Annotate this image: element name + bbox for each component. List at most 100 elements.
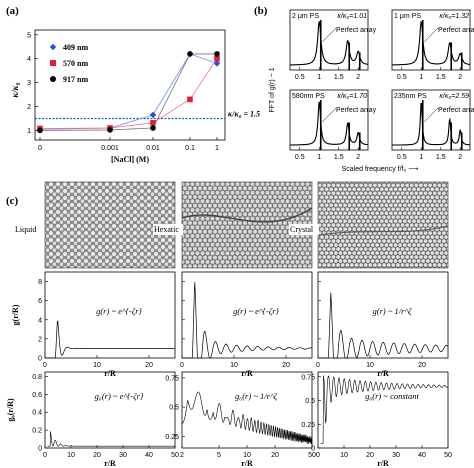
phase-label: Liquid [15,225,36,234]
phase-label: Crystal [290,225,314,234]
phase-label-bg [153,224,183,235]
fft-curve [290,101,368,146]
x-tick-label: 20 [418,362,426,369]
x-tick-label: 50 [444,452,452,459]
y-tick-label: 2 [27,104,31,111]
g-formula: g(r) ~ e^{-ζr} [233,306,279,316]
x-tick-label: 40 [418,452,426,459]
x-tick-label: 20 [93,452,101,459]
y-axis-label: FFT of g(r) − 1 [269,67,276,112]
x-tick-label: 40 [145,452,153,459]
g-curve [184,282,313,359]
x-tick-label: 10 [67,452,75,459]
subplot-title: 2 μm PS [292,13,319,20]
micrograph-image [317,181,449,269]
y-tick-label: 0.75 [165,375,179,382]
data-point [150,119,156,126]
panel-a: 0 0.001 0.01 0.1 1 1 2 3 4 5 [NaCl] (M) κ/κ₀ κ/κ₀ = … [10,29,260,164]
x-tick-label: 1.5 [436,74,446,81]
x-tick-label: 10 [340,452,348,459]
y-tick-label: 0.8 [32,374,42,381]
subplot-frame [289,9,369,71]
panel-label-a: (a) [6,5,19,17]
y-tick-label: 0.6 [32,392,42,399]
x-axis-label: [NaCl] (M) [111,155,149,164]
y-tick-label: 4 [27,56,31,63]
x-tick-label: 0 [316,452,320,459]
y-tick-label: 0 [38,356,42,363]
x-axis-label: r/R [104,369,116,378]
x-tick-label: 10 [93,362,101,369]
x-tick-label: 2 [458,154,462,161]
x-tick-label: 1 [317,74,321,81]
x-tick-label: 0.5 [397,74,407,81]
x-tick-label: 50 [308,452,316,459]
y-tick-label: 8 [38,279,42,286]
x-tick-label: 5 [217,452,221,459]
annotation-label: Perfect array [336,107,377,114]
subplot-title: 235nm PS [394,93,427,100]
data-point [214,51,220,57]
kappa-label: κ/κ₀=1.70 [337,93,367,100]
x-tick-label: 0.01 [146,145,160,152]
g-formula: g(r) ~ e^{-ζr} [96,306,142,316]
annotation-label: Perfect array [438,107,474,114]
x-tick-label: 1 [419,154,423,161]
kappa-label: κ/κ₀=1.01 [337,13,367,20]
g6-plot-frame [44,371,176,449]
x-tick-label: 0 [316,362,320,369]
annotation-label: Perfect array [336,27,377,34]
x-axis-label: r/R [241,369,253,378]
x-tick-label: 1 [215,145,219,152]
x-axis-label: r/R [377,459,389,468]
legend-label: 917 nm [63,75,88,84]
y-tick-label: 0.25 [301,422,315,429]
legend-marker [49,43,57,51]
x-tick-label: 30 [392,452,400,459]
x-tick-label: 1.5 [334,74,344,81]
fft-curve [392,102,470,146]
kappa-label: κ/κ₀=1.32 [439,13,469,20]
x-tick-label: 20 [145,362,153,369]
g6-curve [182,391,313,445]
g6-formula: g₆(r) ~ 1/r^ζ [235,391,278,401]
annotation-leader [322,107,337,123]
g6-formula: g₆(r) ~ e^{-ζr} [95,391,144,401]
x-axis-label: r/R [241,459,253,468]
plot-frame [34,29,226,141]
kappa-label: κ/κ₀=2.59 [439,93,469,100]
x-tick-label: 0 [180,362,184,369]
g-plot-frame [44,271,176,359]
x-tick-label: 30 [119,452,127,459]
annotation-leader [322,27,337,43]
x-tick-label: 20 [282,362,290,369]
x-tick-label: 50 [171,452,179,459]
subplot-frame [391,9,471,71]
x-tick-label: 2 [356,154,360,161]
annotation-label: Perfect array [438,27,474,34]
data-point [214,55,220,62]
y-tick-label: 0.5 [169,405,179,412]
y-axis-label: g₆(r/R) [6,398,15,422]
phase-label-bg [14,224,44,235]
y-tick-label: 1 [27,128,31,135]
subplot-frame [289,89,369,151]
x-axis-label: Scaled frequency f/f₀ ⟶ [342,166,419,173]
x-tick-label: 0 [43,452,47,459]
x-tick-label: 1.5 [436,154,446,161]
g-curve [320,292,449,359]
y-tick-label: 0.5 [305,398,315,405]
g-curve [47,320,175,359]
data-point [187,51,193,57]
threshold-label: κ/κ₀ = 1.5 [228,109,260,118]
phase-label: Hexatic [154,225,179,234]
x-tick-label: 1 [419,74,423,81]
y-tick-label: 4 [38,317,42,324]
y-tick-label: 0.75 [301,374,315,381]
legend-label: 570 nm [63,59,88,68]
x-tick-label: 1.5 [334,154,344,161]
subplot-title: 1 μm PS [394,13,421,20]
phase-label-bg [289,224,319,235]
x-tick-label: 1 [317,154,321,161]
